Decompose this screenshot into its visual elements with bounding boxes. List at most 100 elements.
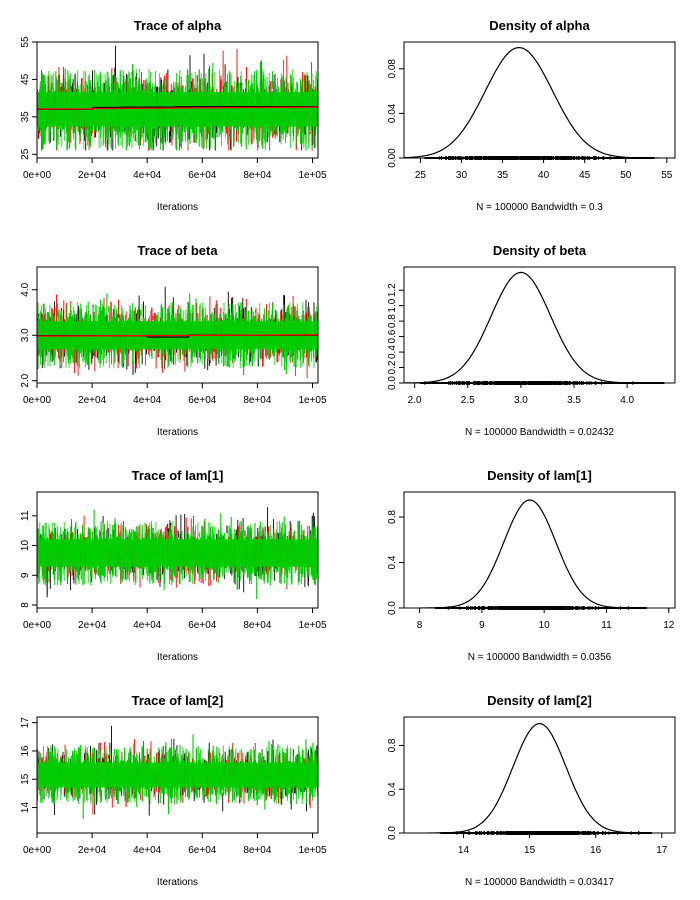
y-tick-label: 45 <box>20 73 31 85</box>
panel-title: Trace of alpha <box>134 18 222 33</box>
y-tick-label: 0.8 <box>387 510 398 524</box>
y-tick-label: 9 <box>20 572 31 578</box>
x-tick-label: 25 <box>415 170 427 181</box>
x-tick-label: 8 <box>417 620 423 631</box>
plot-frame <box>403 716 676 834</box>
y-tick-label: 35 <box>20 111 31 123</box>
x-tick-label: 15 <box>524 845 536 856</box>
x-axis-label: N = 100000 Bandwidth = 0.0356 <box>468 652 612 663</box>
x-axis-label: Iterations <box>157 427 198 438</box>
plot-frame <box>36 266 319 384</box>
panel-title: Density of lam[2] <box>487 693 592 708</box>
x-tick-label: 30 <box>456 170 468 181</box>
x-tick-label: 8e+04 <box>243 170 272 181</box>
x-tick-label: 11 <box>601 620 612 631</box>
panel-title: Trace of lam[1] <box>132 468 224 483</box>
y-tick-label: 55 <box>20 36 31 48</box>
y-tick-label: 17 <box>20 717 31 729</box>
x-tick-label: 3.5 <box>567 395 581 406</box>
plot-frame <box>36 41 319 159</box>
panel-title: Trace of lam[2] <box>132 693 224 708</box>
x-tick-label: 6e+04 <box>188 395 217 406</box>
y-tick-label: 0.04 <box>387 103 398 123</box>
y-tick-label: 25 <box>20 148 31 160</box>
x-tick-label: 1e+05 <box>298 845 327 856</box>
x-tick-label: 4e+04 <box>133 170 162 181</box>
y-tick-label: 0.6 <box>387 329 398 343</box>
trace-panel: Trace of lam[2] Iterations 0e+00 2e+04 4e+04… <box>20 693 327 888</box>
x-tick-label: 45 <box>579 170 591 181</box>
x-tick-label: 8e+04 <box>243 395 272 406</box>
y-tick-label: 16 <box>20 745 31 757</box>
y-tick-label: 3.0 <box>20 328 31 342</box>
x-tick-label: 4.0 <box>620 395 634 406</box>
y-tick-label: 0.0 <box>387 601 398 615</box>
x-tick-label: 0e+00 <box>23 845 52 856</box>
x-tick-label: 2e+04 <box>78 845 107 856</box>
panel-title: Density of beta <box>493 243 587 258</box>
y-tick-label: 1.2 <box>387 283 398 297</box>
x-tick-label: 6e+04 <box>188 845 217 856</box>
x-tick-label: 40 <box>538 170 550 181</box>
panel-title: Density of lam[1] <box>487 468 592 483</box>
x-tick-label: 14 <box>458 845 470 856</box>
x-tick-label: 0e+00 <box>23 170 52 181</box>
y-tick-label: 0.8 <box>387 314 398 328</box>
trace-panel: Trace of alpha Iterations 0e+00 2e+04 4e+04 6… <box>20 18 327 213</box>
plot-frame <box>403 41 676 159</box>
trace-panel: Trace of lam[1] Iterations 0e+00 2e+04 4e+04… <box>20 468 327 663</box>
y-tick-label: 0.4 <box>387 345 398 359</box>
x-tick-label: 55 <box>661 170 673 181</box>
density-curve <box>428 722 651 833</box>
density-panel: Density of lam[1] N = 100000 Bandwidth = … <box>387 468 676 663</box>
x-tick-label: 2.5 <box>461 395 475 406</box>
density-panel: Density of alpha N = 100000 Bandwidth = 0… <box>387 18 676 213</box>
y-tick-label: 15 <box>20 773 31 785</box>
y-tick-label: 4.0 <box>20 282 31 296</box>
x-axis-label: N = 100000 Bandwidth = 0.02432 <box>465 427 614 438</box>
x-tick-label: 1e+05 <box>298 620 327 631</box>
running-mean-chain-2 <box>37 106 318 110</box>
x-tick-label: 1e+05 <box>298 170 327 181</box>
y-tick-label: 0.4 <box>387 782 398 796</box>
x-tick-label: 4e+04 <box>133 620 162 631</box>
x-tick-label: 50 <box>620 170 632 181</box>
x-tick-label: 9 <box>479 620 485 631</box>
x-axis-label: N = 100000 Bandwidth = 0.03417 <box>465 877 614 888</box>
x-tick-label: 0e+00 <box>23 395 52 406</box>
density-curve <box>419 499 640 608</box>
x-axis-label: Iterations <box>157 202 198 213</box>
y-tick-label: 0.0 <box>387 376 398 390</box>
y-tick-label: 0.8 <box>387 738 398 752</box>
plot-frame <box>36 491 319 609</box>
trace-panel: Trace of beta Iterations 0e+00 2e+04 4e+04 6e… <box>20 243 327 438</box>
x-tick-label: 6e+04 <box>188 620 217 631</box>
y-tick-label: 14 <box>20 802 31 814</box>
x-tick-label: 4e+04 <box>133 845 162 856</box>
x-tick-label: 2e+04 <box>78 620 107 631</box>
y-tick-label: 1.0 <box>387 298 398 312</box>
y-tick-label: 11 <box>20 510 31 521</box>
x-tick-label: 2.0 <box>408 395 422 406</box>
density-curve <box>404 46 661 158</box>
x-tick-label: 10 <box>539 620 551 631</box>
panel-title: Density of alpha <box>489 18 590 33</box>
trace-spikes <box>37 520 318 586</box>
y-tick-label: 10 <box>20 540 31 552</box>
y-tick-label: 0.08 <box>387 59 398 79</box>
plot-frame <box>36 716 319 834</box>
y-tick-label: 8 <box>20 602 31 608</box>
y-tick-label: 0.4 <box>387 555 398 569</box>
y-tick-label: 0.0 <box>387 826 398 840</box>
y-tick-label: 0.00 <box>387 148 398 168</box>
x-tick-label: 16 <box>590 845 602 856</box>
running-mean-chain-2 <box>37 334 318 337</box>
trace-spikes <box>37 302 318 369</box>
y-tick-label: 2.0 <box>20 373 31 387</box>
panel-title: Trace of beta <box>137 243 218 258</box>
x-axis-label: N = 100000 Bandwidth = 0.3 <box>476 202 603 213</box>
x-tick-label: 8e+04 <box>243 620 272 631</box>
y-tick-label: 0.2 <box>387 360 398 374</box>
x-tick-label: 2e+04 <box>78 395 107 406</box>
